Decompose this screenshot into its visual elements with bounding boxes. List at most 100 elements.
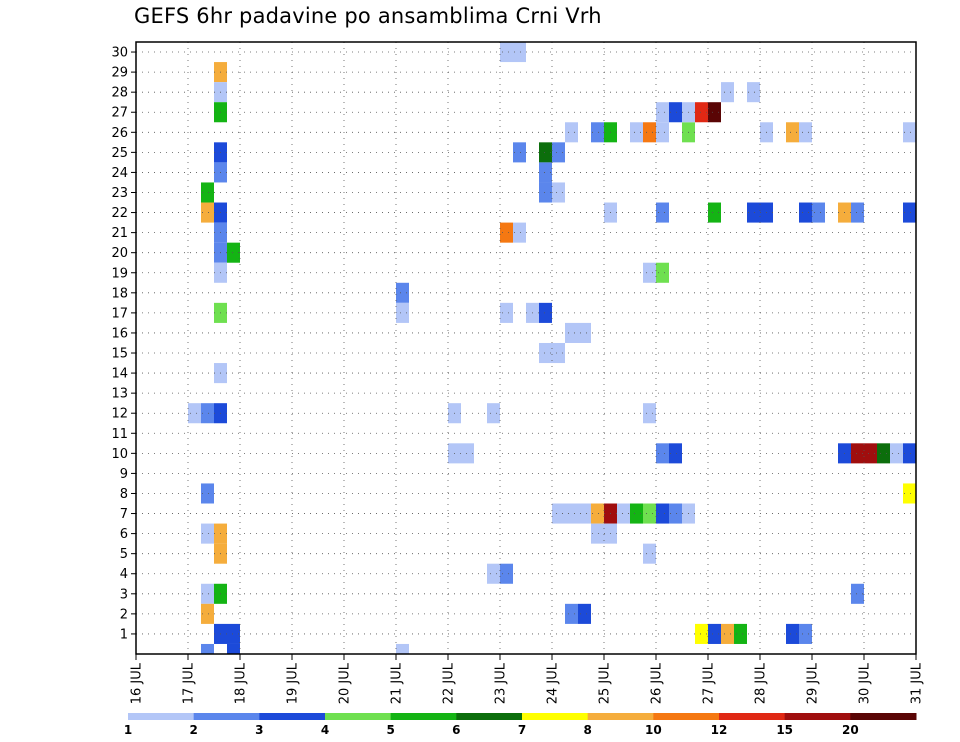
- data-cell: [630, 122, 643, 143]
- y-tick-label: 6: [120, 527, 128, 542]
- legend-label: 5: [386, 723, 394, 737]
- data-cell: [201, 523, 214, 544]
- y-tick-label: 2: [120, 607, 128, 622]
- x-tick-label: 29 JUL: [806, 662, 821, 704]
- data-cell: [656, 202, 669, 223]
- data-cell: [799, 623, 812, 644]
- color-swatch: [587, 713, 654, 720]
- data-cell: [201, 483, 214, 504]
- data-cell: [578, 322, 591, 343]
- data-cell: [201, 403, 214, 424]
- plot-frame: [135, 41, 917, 655]
- x-tick-label: 18 JUL: [234, 662, 249, 704]
- y-tick-label: 29: [111, 66, 128, 81]
- x-tick-label: 24 JUL: [546, 662, 561, 704]
- y-tick-label: 5: [120, 547, 128, 562]
- legend-label: 7: [518, 723, 526, 737]
- data-cell: [578, 503, 591, 524]
- data-cell: [656, 443, 669, 464]
- data-cell: [812, 202, 825, 223]
- data-cell: [643, 262, 656, 283]
- data-cell: [617, 503, 630, 524]
- x-tick-label: 17 JUL: [182, 662, 197, 704]
- y-tick-label: 18: [111, 286, 128, 301]
- data-cell: [747, 202, 760, 223]
- data-cell: [643, 543, 656, 564]
- data-cell: [565, 322, 578, 343]
- data-cell: [227, 623, 240, 644]
- y-tick-label: 13: [111, 387, 128, 402]
- data-cell: [552, 503, 565, 524]
- data-cell: [396, 282, 409, 303]
- data-cell: [578, 603, 591, 624]
- y-tick-label: 19: [111, 266, 128, 281]
- y-tick-label: 14: [111, 367, 128, 382]
- data-cell: [903, 202, 916, 223]
- x-tick-label: 26 JUL: [650, 662, 665, 704]
- data-cell: [786, 122, 799, 143]
- x-tick-label: 20 JUL: [338, 662, 353, 704]
- y-tick-label: 20: [111, 246, 128, 261]
- y-tick-label: 11: [111, 427, 128, 442]
- data-cell: [539, 162, 552, 183]
- data-cell: [786, 623, 799, 644]
- data-cell: [513, 142, 526, 163]
- data-cell: [903, 122, 916, 143]
- data-cell: [851, 202, 864, 223]
- legend-label: 20: [842, 723, 859, 737]
- data-cell: [461, 443, 474, 464]
- y-tick-label: 26: [111, 126, 128, 141]
- data-cell: [864, 443, 877, 464]
- data-cell: [734, 623, 747, 644]
- legend-label: 8: [583, 723, 591, 737]
- x-tick-label: 27 JUL: [702, 662, 717, 704]
- data-cell: [513, 222, 526, 243]
- data-cell: [890, 443, 903, 464]
- y-tick-label: 9: [120, 467, 128, 482]
- data-cell: [708, 623, 721, 644]
- legend-label: 3: [255, 723, 263, 737]
- y-tick-label: 25: [111, 146, 128, 161]
- legend-label: 6: [452, 723, 460, 737]
- legend-label: 12: [711, 723, 728, 737]
- y-tick-label: 16: [111, 326, 128, 341]
- color-swatch: [128, 713, 195, 720]
- y-tick-label: 24: [111, 166, 128, 181]
- data-cell: [188, 403, 201, 424]
- color-swatch: [653, 713, 720, 720]
- data-cell: [669, 102, 682, 123]
- y-tick-label: 22: [111, 206, 128, 221]
- data-cell: [591, 122, 604, 143]
- data-cell: [591, 503, 604, 524]
- y-tick-label: 23: [111, 186, 128, 201]
- data-cell: [747, 82, 760, 103]
- x-tick-label: 30 JUL: [858, 662, 873, 704]
- x-tick-label: 25 JUL: [598, 662, 613, 704]
- y-tick-label: 28: [111, 86, 128, 101]
- data-cell: [227, 242, 240, 263]
- legend-label: 2: [189, 723, 197, 737]
- x-tick-label: 22 JUL: [442, 662, 457, 704]
- color-swatch: [784, 713, 851, 720]
- y-tick-label: 1: [120, 627, 128, 642]
- color-swatch: [259, 713, 326, 720]
- data-cell: [396, 643, 409, 654]
- x-tick-label: 21 JUL: [390, 662, 405, 704]
- data-cell: [799, 122, 812, 143]
- x-tick-label: 23 JUL: [494, 662, 509, 704]
- y-tick-label: 15: [111, 347, 128, 362]
- y-tick-label: 21: [111, 226, 128, 241]
- y-tick-label: 30: [111, 46, 128, 61]
- data-cell: [656, 503, 669, 524]
- color-swatch: [522, 713, 589, 720]
- data-cell: [656, 122, 669, 143]
- data-cell: [552, 342, 565, 364]
- data-cell: [851, 443, 864, 464]
- data-cell: [656, 262, 669, 283]
- legend-label: 4: [321, 723, 329, 737]
- data-cell: [201, 182, 214, 203]
- data-cell: [201, 603, 214, 624]
- data-cell: [656, 102, 669, 123]
- axes: 1234567891011121314151617181920212223242…: [111, 41, 925, 704]
